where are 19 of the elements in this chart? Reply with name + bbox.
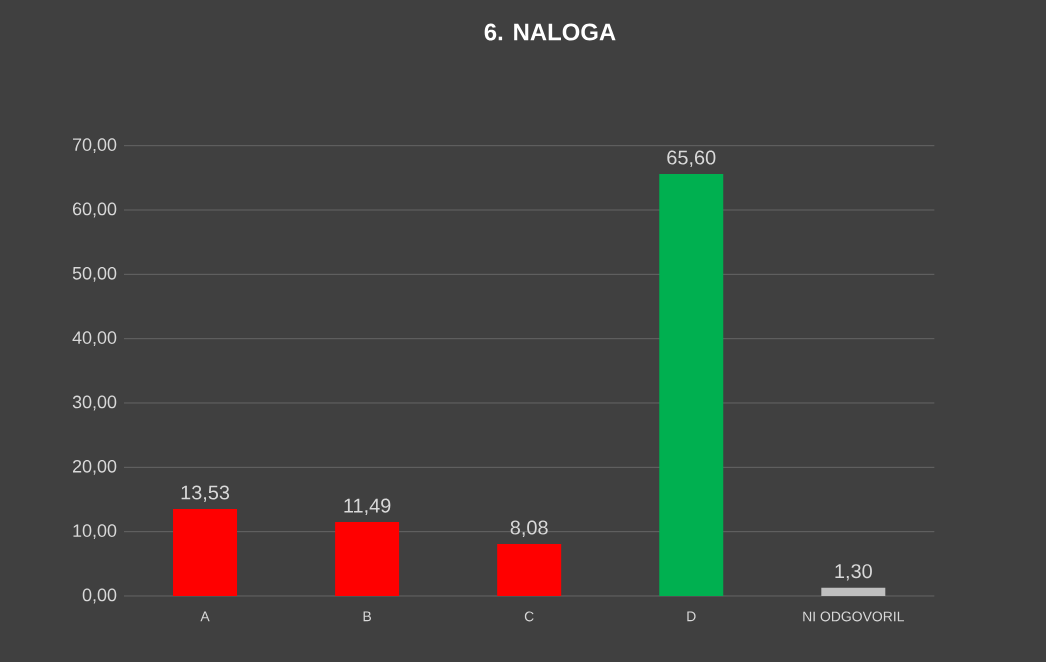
data-label: 8,08 (510, 520, 548, 537)
bar (335, 522, 400, 596)
y-tick-label: 60,00 (72, 202, 117, 218)
bar (659, 173, 724, 596)
data-label: 11,49 (344, 498, 391, 516)
y-tick-label: 40,00 (72, 331, 117, 347)
data-label: 13,53 (181, 485, 230, 502)
bar (497, 544, 562, 596)
y-tick-label: 70,00 (72, 138, 117, 154)
y-tick-label: 50,00 (72, 266, 117, 282)
y-tick-label: 20,00 (72, 459, 117, 475)
y-tick-label: 30,00 (72, 395, 117, 411)
bar (173, 508, 238, 596)
bar (821, 587, 886, 596)
data-label: 1,30 (835, 564, 872, 581)
y-tick-label: 0,00 (82, 588, 117, 604)
data-label: 65,60 (667, 150, 716, 167)
chart-title: 6. NALOGA (484, 23, 616, 41)
y-tick-label: 10,00 (73, 524, 117, 540)
